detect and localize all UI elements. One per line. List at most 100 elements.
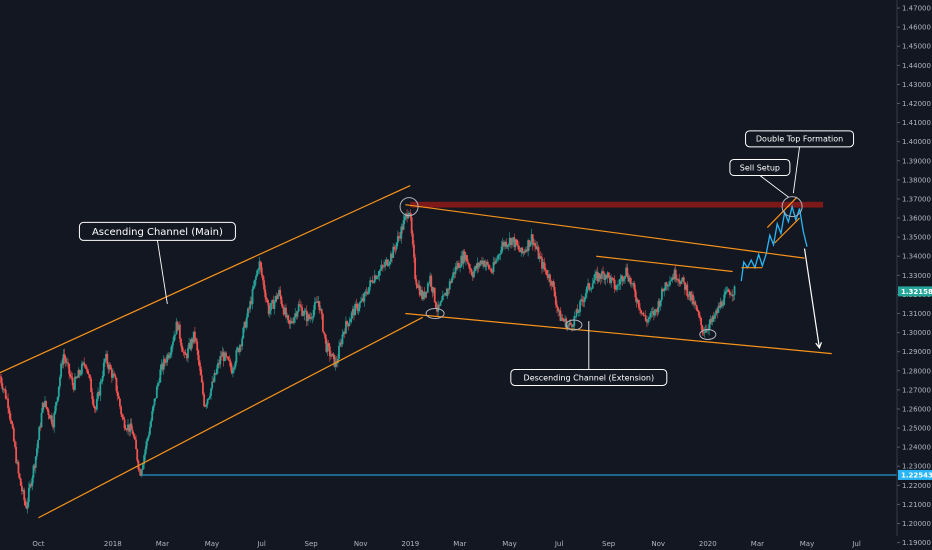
candle-body bbox=[36, 448, 38, 457]
candle-body bbox=[422, 292, 425, 300]
candle-body bbox=[489, 268, 491, 270]
candle-body bbox=[588, 283, 591, 290]
candle-body bbox=[23, 490, 26, 501]
candle-body bbox=[579, 301, 581, 312]
candle-body bbox=[514, 239, 517, 248]
candle-body bbox=[191, 339, 194, 343]
candle-body bbox=[196, 341, 199, 351]
candle-body bbox=[310, 317, 313, 319]
candle-body bbox=[370, 280, 373, 282]
candle-body bbox=[125, 429, 128, 431]
candle-body bbox=[323, 331, 325, 334]
candle-body bbox=[220, 356, 223, 357]
candle-body bbox=[700, 317, 703, 326]
candle-body bbox=[44, 400, 46, 408]
candle-body bbox=[172, 341, 174, 346]
support-price-tag-bg bbox=[898, 469, 932, 480]
candle-body bbox=[516, 244, 519, 246]
candle-body bbox=[192, 331, 195, 343]
candle-body bbox=[348, 322, 351, 326]
candle-body bbox=[369, 280, 372, 287]
candle-body bbox=[452, 272, 455, 278]
candle-body bbox=[257, 269, 260, 271]
candle-body bbox=[228, 360, 231, 362]
candle-body bbox=[547, 274, 550, 279]
candle-body bbox=[539, 256, 542, 258]
candle-body bbox=[417, 285, 420, 288]
candle-body bbox=[536, 247, 539, 249]
candle-body bbox=[241, 338, 244, 347]
candle-body bbox=[642, 312, 645, 316]
candle-body bbox=[432, 287, 435, 293]
candle-body bbox=[379, 269, 382, 272]
candle-body bbox=[64, 358, 67, 363]
candle-body bbox=[157, 383, 159, 387]
candle-body bbox=[75, 376, 78, 379]
candle-body bbox=[93, 406, 96, 409]
candle-body bbox=[609, 275, 611, 283]
candle-body bbox=[443, 294, 445, 296]
candle-body bbox=[12, 428, 15, 442]
candle-body bbox=[233, 367, 235, 370]
candle-body bbox=[408, 213, 411, 215]
candle-body bbox=[74, 376, 76, 390]
candle-body bbox=[279, 289, 282, 297]
candle-body bbox=[208, 396, 211, 399]
y-tick-label: 1.28000 bbox=[902, 367, 931, 375]
candle-body bbox=[428, 283, 430, 285]
candle-body bbox=[601, 271, 603, 279]
candle-body bbox=[711, 316, 714, 322]
candle-body bbox=[380, 265, 383, 270]
candle-body bbox=[494, 260, 497, 264]
candle-body bbox=[689, 291, 692, 301]
candle-body bbox=[571, 324, 573, 327]
candle-body bbox=[627, 276, 630, 282]
candle-body bbox=[318, 301, 321, 311]
candle-body bbox=[49, 415, 52, 419]
candle-body bbox=[105, 353, 107, 359]
candle-body bbox=[11, 423, 14, 429]
candle-body bbox=[610, 277, 613, 283]
candle-body bbox=[448, 281, 451, 290]
candle-body bbox=[92, 399, 95, 407]
y-tick-label: 1.39000 bbox=[902, 157, 931, 165]
candle-body bbox=[718, 305, 721, 308]
candle-body bbox=[142, 464, 144, 470]
candle-body bbox=[266, 299, 269, 303]
candle-body bbox=[535, 245, 538, 249]
candle-body bbox=[159, 369, 162, 383]
candle-body bbox=[77, 370, 80, 378]
candle-body bbox=[506, 245, 509, 248]
current-price-tag-bg bbox=[898, 286, 932, 297]
candle-body bbox=[731, 294, 734, 297]
candle-body bbox=[294, 313, 297, 318]
y-tick-label: 1.20000 bbox=[902, 520, 931, 528]
y-tick-label: 1.29000 bbox=[902, 348, 931, 356]
candle-body bbox=[440, 300, 443, 302]
candle-body bbox=[94, 408, 97, 410]
candle-body bbox=[449, 281, 452, 283]
candle-body bbox=[83, 362, 86, 365]
candle-body bbox=[436, 307, 438, 312]
candle-body bbox=[273, 301, 276, 309]
candle-body bbox=[30, 484, 33, 487]
candle-body bbox=[431, 286, 434, 293]
x-tick-label: 2020 bbox=[699, 540, 717, 548]
candle-body bbox=[641, 312, 644, 314]
x-tick-label: May bbox=[800, 540, 814, 548]
candle-body bbox=[162, 359, 165, 370]
candle-body bbox=[242, 327, 245, 339]
candle-body bbox=[341, 334, 344, 345]
candle-body bbox=[617, 284, 619, 286]
annotation-pointer bbox=[156, 240, 168, 305]
candle-body bbox=[582, 301, 585, 303]
candle-body bbox=[135, 439, 137, 450]
candle-body bbox=[500, 246, 503, 254]
candle-body bbox=[426, 283, 429, 293]
candle-body bbox=[568, 322, 571, 326]
highlight-circle bbox=[399, 197, 419, 217]
candle-body bbox=[477, 262, 480, 267]
candle-body bbox=[446, 288, 449, 297]
candle-body bbox=[454, 266, 457, 274]
